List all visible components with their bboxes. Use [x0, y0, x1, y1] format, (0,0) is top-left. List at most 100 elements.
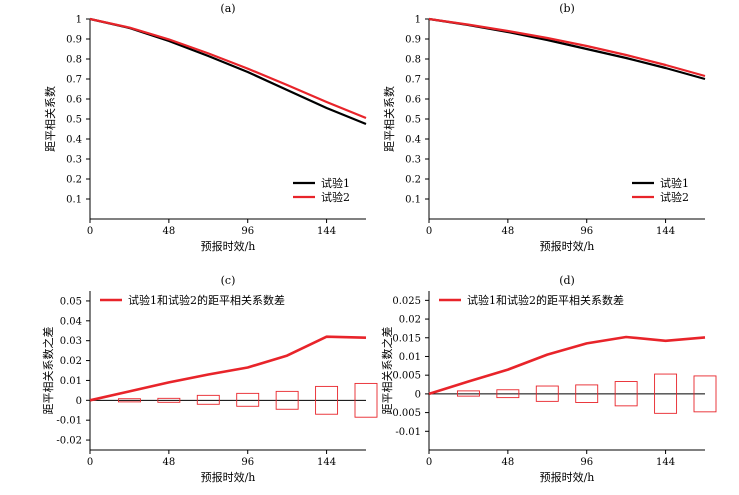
x-tick-label: 48 [162, 226, 175, 237]
x-tick-label: 144 [317, 457, 336, 468]
y-tick-label: 0.7 [405, 75, 421, 86]
y-tick-label: 0.1 [405, 195, 421, 206]
y-tick-label: -0.005 [389, 408, 421, 419]
y-tick-label: 0 [415, 389, 421, 400]
range-box [456, 390, 480, 397]
range-box [535, 385, 559, 402]
panel-1: (a) 0.1 0.2 0.3 0.4 0.5 0.6 0.7 0.8 0.9 1 0 48 96 144 预… [43, 2, 367, 253]
x-tick-label: 144 [317, 226, 336, 237]
y-tick-label: 0.1 [66, 195, 82, 206]
legend-label: 试验2 [660, 190, 689, 204]
y-tick-label: 0.005 [392, 371, 421, 382]
y-tick-label: 0.5 [405, 115, 421, 126]
y-tick-label: 0.015 [392, 333, 421, 344]
x-tick-label: 0 [426, 457, 432, 468]
y-tick-label: 0.3 [66, 155, 82, 166]
y-tick-label: 0.01 [60, 376, 82, 387]
x-tick-label: 144 [656, 457, 675, 468]
panel-title: (b) [559, 2, 575, 15]
y-tick-label: 0.2 [405, 175, 421, 186]
y-tick-label: 0.01 [399, 352, 421, 363]
legend-label: 试验1和试验2的距平相关系数差 [128, 293, 285, 307]
x-tick-label: 96 [241, 226, 254, 237]
range-box [236, 392, 260, 407]
y-tick-label: 0.9 [66, 35, 82, 46]
range-box [117, 398, 141, 403]
x-tick-label: 96 [580, 457, 593, 468]
range-box [575, 384, 599, 403]
y-tick-label: 1 [415, 15, 421, 26]
y-axis-label: 距平相关系数之差 [380, 327, 394, 415]
x-tick-label: 48 [501, 457, 514, 468]
y-tick-label: 0.03 [60, 336, 82, 347]
legend-label: 试验1 [321, 176, 350, 190]
panel-title: (c) [221, 274, 236, 287]
panel-2: (b) 0.1 0.2 0.3 0.4 0.5 0.6 0.7 0.8 0.9 1 0 48 96 144 预… [382, 2, 706, 253]
y-tick-label: 0.8 [405, 55, 421, 66]
panel-4: (d) -0.01 -0.005 0 0.005 0.01 0.015 0.02 0.025 0 4… [380, 274, 717, 484]
y-axis-label: 距平相关系数 [43, 86, 57, 152]
y-tick-label: 0.6 [405, 95, 421, 106]
y-tick-label: 0.3 [405, 155, 421, 166]
x-tick-label: 48 [162, 457, 175, 468]
x-tick-label: 96 [580, 226, 593, 237]
y-axis-label: 距平相关系数 [382, 86, 396, 152]
series-line-2 [89, 17, 367, 120]
y-tick-label: 0.5 [66, 115, 82, 126]
y-tick-label: 0.7 [66, 75, 82, 86]
range-box [157, 397, 181, 403]
x-tick-label: 144 [656, 226, 675, 237]
legend: 试验1和试验2的距平相关系数差 [100, 293, 285, 307]
x-axis-label: 预报时效/h [540, 239, 595, 253]
x-tick-label: 48 [501, 226, 514, 237]
range-box [496, 389, 520, 399]
range-box [196, 394, 220, 405]
range-box [693, 375, 717, 413]
series-line-1 [428, 335, 706, 396]
y-tick-label: 0.4 [405, 135, 421, 146]
x-tick-label: 0 [426, 226, 432, 237]
range-box [315, 385, 339, 415]
y-tick-label: 0.04 [60, 316, 82, 327]
series-line-1 [89, 17, 367, 126]
plot-area [429, 291, 705, 450]
range-box [614, 381, 638, 407]
y-tick-label: 0.2 [66, 175, 82, 186]
range-box [354, 382, 378, 418]
series-line-1 [428, 17, 706, 81]
y-tick-label: 1 [76, 15, 82, 26]
panel-3: (c) -0.02 -0.01 0 0.01 0.02 0.03 0.04 0.05 0 48 96 1… [41, 274, 378, 484]
y-axis-label: 距平相关系数之差 [41, 327, 55, 415]
x-tick-label: 96 [241, 457, 254, 468]
legend-label: 试验1和试验2的距平相关系数差 [467, 293, 624, 307]
y-tick-label: 0.8 [66, 55, 82, 66]
x-tick-label: 0 [87, 457, 93, 468]
x-tick-label: 0 [87, 226, 93, 237]
legend: 试验1和试验2的距平相关系数差 [439, 293, 624, 307]
series-line-2 [428, 17, 706, 78]
x-axis-label: 预报时效/h [201, 239, 256, 253]
panel-title: (d) [559, 274, 575, 287]
range-box [654, 373, 678, 414]
panel-title: (a) [220, 2, 235, 15]
series-line-1 [89, 335, 367, 402]
y-tick-label: -0.01 [395, 427, 421, 438]
y-tick-label: 0 [76, 396, 82, 407]
y-tick-label: 0.9 [405, 35, 421, 46]
y-tick-label: 0.02 [399, 315, 421, 326]
y-tick-label: 0.02 [60, 356, 82, 367]
x-axis-label: 预报时效/h [540, 470, 595, 484]
legend-label: 试验1 [660, 176, 689, 190]
y-tick-label: 0.4 [66, 135, 82, 146]
x-axis-label: 预报时效/h [201, 470, 256, 484]
range-box [275, 390, 299, 410]
y-tick-label: -0.01 [56, 416, 82, 427]
y-tick-label: -0.02 [56, 436, 82, 447]
y-tick-label: 0.05 [60, 296, 82, 307]
y-tick-label: 0.6 [66, 95, 82, 106]
legend-label: 试验2 [321, 190, 350, 204]
y-tick-label: 0.025 [392, 296, 421, 307]
